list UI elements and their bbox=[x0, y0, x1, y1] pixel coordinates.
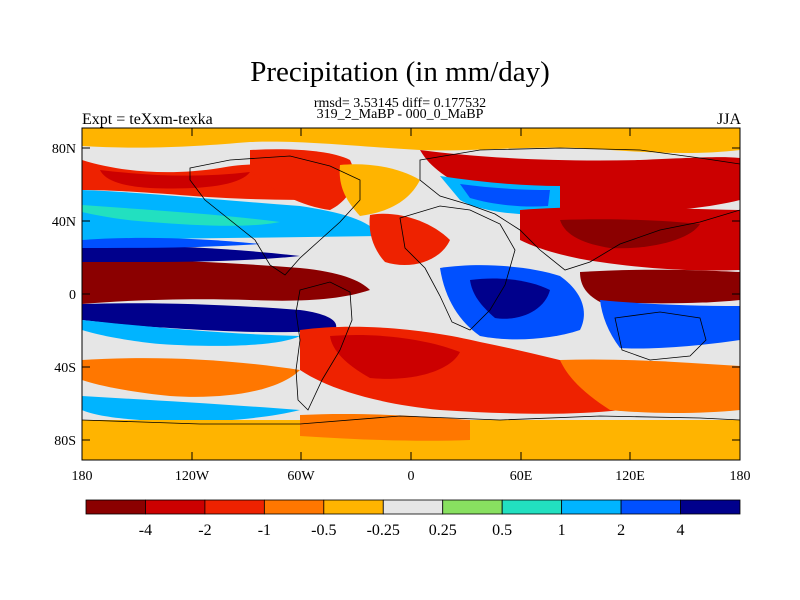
colorbar: -4 -2 -1 -0.5 -0.25 0.25 0.5 1 2 4 bbox=[85, 499, 741, 539]
colorbar-label: 1 bbox=[558, 522, 566, 539]
lat-label-80n: 80N bbox=[52, 142, 76, 157]
field-patch-south-pacific bbox=[82, 358, 300, 397]
field-patch-south-atlantic-core bbox=[330, 334, 460, 379]
field-patch-south-equatorial-light bbox=[82, 320, 300, 346]
colorbar-label: -4 bbox=[139, 522, 152, 539]
lon-axis bbox=[81, 128, 741, 460]
colorbar-label: 2 bbox=[617, 522, 625, 539]
lat-label-40s: 40S bbox=[54, 361, 76, 376]
experiment-label: Expt = teXxm-texka bbox=[82, 111, 213, 128]
lon-label-180w: 180 bbox=[72, 469, 93, 484]
lon-label-120w: 120W bbox=[175, 469, 210, 484]
lat-axis bbox=[82, 147, 740, 441]
lat-label-80s: 80S bbox=[54, 434, 76, 449]
colorbar-swatch bbox=[85, 499, 146, 515]
season-label: JJA bbox=[716, 111, 741, 128]
lon-label-120e: 120E bbox=[615, 469, 645, 484]
precipitation-field bbox=[82, 128, 740, 460]
plot-title: Precipitation (in mm/day) bbox=[250, 56, 550, 88]
lat-label-40n: 40N bbox=[52, 215, 76, 230]
lat-label-eq: 0 bbox=[69, 288, 76, 303]
difference-label: 319_2_MaBP - 000_0_MaBP bbox=[316, 107, 484, 122]
field-patch-equatorial-dry-west bbox=[82, 260, 370, 304]
colorbar-label: -2 bbox=[198, 522, 211, 539]
colorbar-label: 4 bbox=[677, 522, 685, 539]
field-patch-africa-core bbox=[470, 278, 550, 319]
lon-label-60w: 60W bbox=[287, 469, 315, 484]
field-patch-arctic bbox=[82, 128, 740, 154]
field-patch-atlantic-subtropic bbox=[369, 213, 450, 266]
colorbar-swatch bbox=[145, 499, 206, 515]
field-patch-monsoon-core bbox=[560, 219, 700, 249]
field-patch-equatorial-dry-east bbox=[580, 269, 740, 304]
colorbar-label: 0.25 bbox=[429, 522, 457, 539]
colorbar-label: 0.5 bbox=[492, 522, 512, 539]
lon-label-60e: 60E bbox=[510, 469, 533, 484]
coastlines bbox=[82, 147, 740, 425]
colorbar-swatch bbox=[323, 499, 384, 515]
field-patch-itcz-band bbox=[82, 237, 260, 248]
colorbar-swatch bbox=[204, 499, 265, 515]
field-patch-north-pacific-core bbox=[100, 170, 250, 189]
field-patch-itcz-shift-north bbox=[82, 245, 300, 262]
lon-label-180e: 180 bbox=[730, 469, 751, 484]
colorbar-swatch bbox=[620, 499, 681, 515]
colorbar-swatch bbox=[442, 499, 503, 515]
field-patch-south-equatorial-wet bbox=[82, 303, 337, 333]
field-patch-central-asia-core bbox=[460, 184, 550, 207]
colorbar-label: -0.5 bbox=[311, 522, 336, 539]
colorbar-swatch bbox=[561, 499, 622, 515]
colorbar-swatch bbox=[263, 499, 325, 515]
field-patch-maritime-wet bbox=[600, 300, 740, 349]
field-patch-subtropic-pacific bbox=[82, 190, 380, 240]
colorbar-swatch bbox=[680, 499, 741, 515]
colorbar-label: -1 bbox=[258, 522, 271, 539]
field-patch-south-indian bbox=[560, 359, 740, 413]
stats-line: rmsd= 3.53145 diff= 0.177532 bbox=[313, 96, 487, 111]
field-patch-north-atlantic bbox=[339, 164, 420, 216]
colorbar-swatch bbox=[501, 499, 563, 515]
lon-label-0: 0 bbox=[408, 469, 415, 484]
field-patch-north-america bbox=[250, 149, 354, 210]
colorbar-swatch bbox=[382, 499, 444, 515]
colorbar-label: -0.25 bbox=[367, 522, 400, 539]
field-patch-south-pacific-wet bbox=[82, 396, 300, 422]
